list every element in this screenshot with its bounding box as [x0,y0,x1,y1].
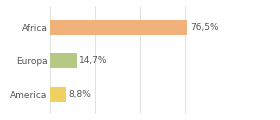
Text: 8,8%: 8,8% [69,90,92,99]
Text: 14,7%: 14,7% [80,56,108,65]
Bar [50,20,188,35]
Bar [50,53,77,68]
Bar [50,87,66,102]
Text: 76,5%: 76,5% [190,23,219,32]
